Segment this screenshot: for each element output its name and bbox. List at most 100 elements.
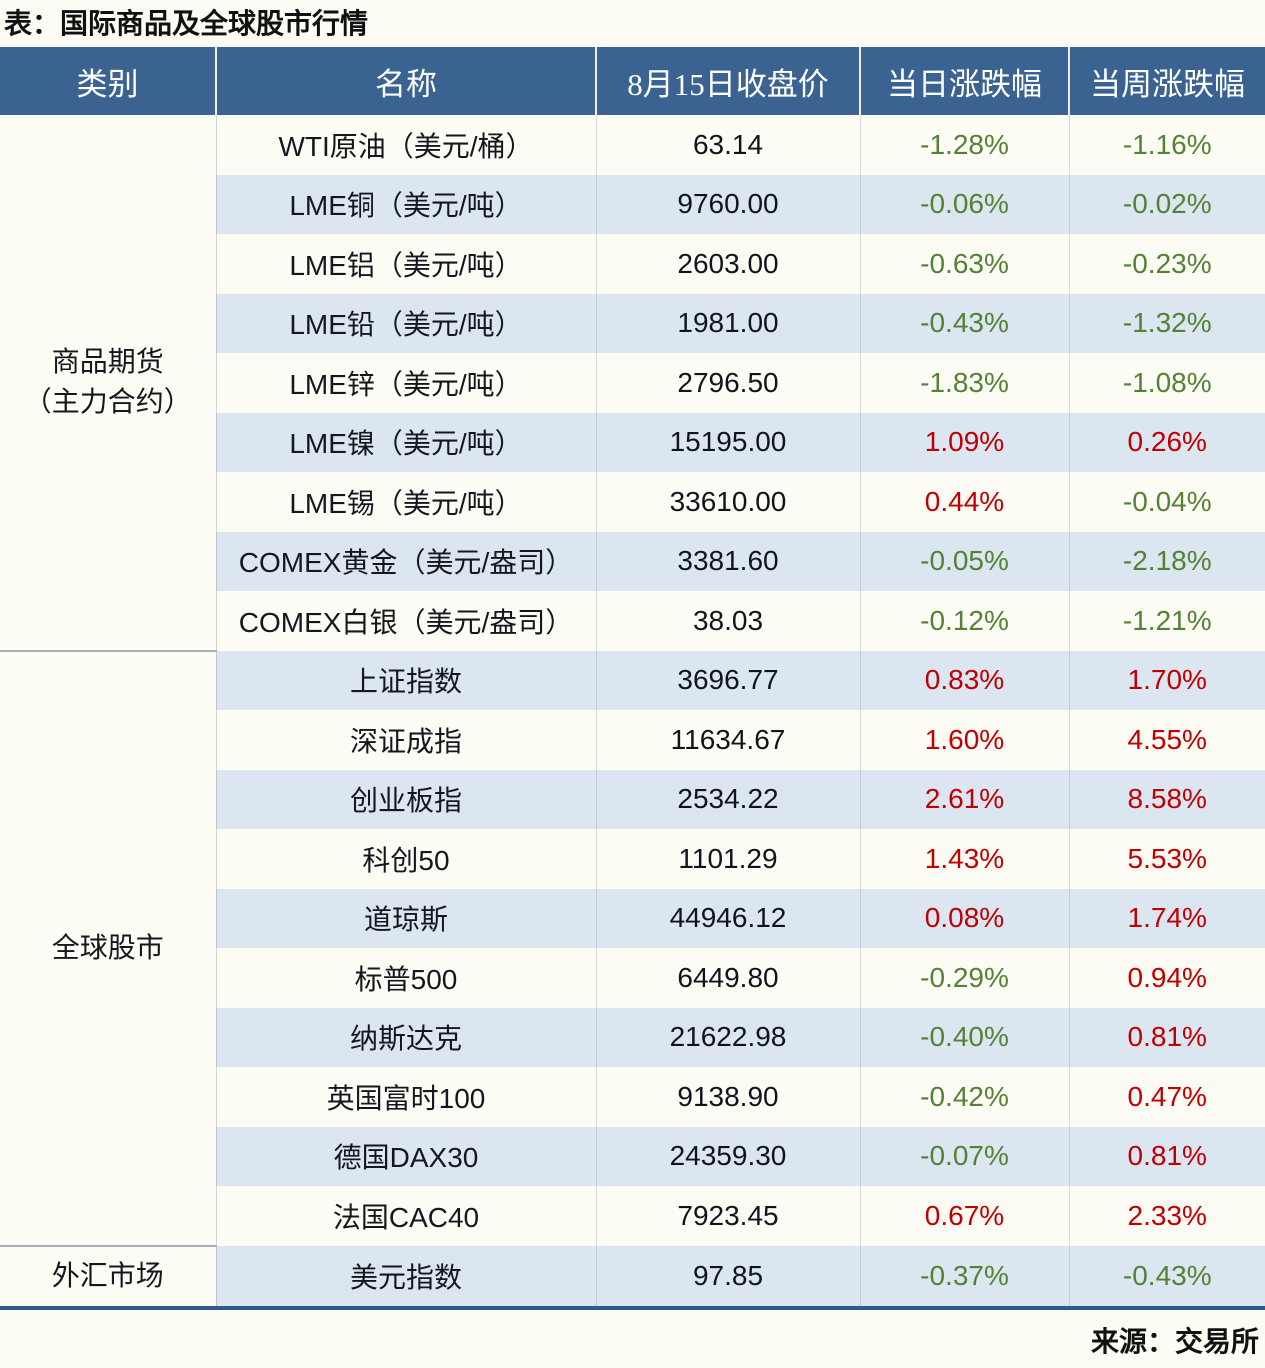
weekly-change-cell: 0.81%: [1069, 1007, 1265, 1067]
name-cell: LME锌（美元/吨）: [216, 353, 597, 413]
daily-change-cell: -0.05%: [860, 531, 1070, 591]
name-cell: 英国富时100: [216, 1067, 597, 1127]
table-row: 科创50 1101.29 1.43% 5.53%: [0, 829, 1265, 889]
table-row: 深证成指 11634.67 1.60% 4.55%: [0, 710, 1265, 770]
name-cell: 科创50: [216, 829, 597, 889]
table-row: 全球股市 上证指数 3696.77 0.83% 1.70%: [0, 649, 1265, 1246]
name-cell: LME铜（美元/吨）: [216, 174, 597, 234]
table-row: COMEX黄金（美元/盎司） 3381.60 -0.05% -2.18%: [0, 531, 1265, 591]
page-title: 表：国际商品及全球股市行情: [4, 8, 369, 39]
close-price-cell: 11634.67: [596, 710, 861, 770]
table-row: LME铝（美元/吨） 2603.00 -0.63% -0.23%: [0, 234, 1265, 294]
name-cell: 纳斯达克: [216, 1007, 597, 1067]
market-table: 类别 名称 8月15日收盘价 当日涨跌幅 当周涨跌幅 商品期货 （主力合约） WTI…: [0, 47, 1265, 1310]
weekly-change-cell: 4.55%: [1069, 710, 1265, 770]
close-price-cell: 63.14: [596, 115, 861, 175]
weekly-change-cell: -0.43%: [1069, 1245, 1265, 1308]
close-price-cell: 1101.29: [596, 829, 861, 889]
name-cell: COMEX白银（美元/盎司）: [216, 591, 597, 651]
daily-change-cell: -1.28%: [860, 115, 1070, 175]
daily-change-cell: -0.43%: [860, 293, 1070, 353]
name-cell: 标普500: [216, 948, 597, 1008]
name-cell: LME锡（美元/吨）: [216, 472, 597, 532]
table-row: LME锌（美元/吨） 2796.50 -1.83% -1.08%: [0, 353, 1265, 413]
weekly-change-cell: -2.18%: [1069, 531, 1265, 591]
daily-change-cell: 1.09%: [860, 412, 1070, 472]
daily-change-cell: -0.12%: [860, 591, 1070, 651]
header-daily-change: 当日涨跌幅: [860, 47, 1070, 115]
close-price-cell: 3696.77: [596, 650, 861, 710]
name-cell: 德国DAX30: [216, 1126, 597, 1186]
category-cell: 全球股市: [0, 649, 217, 1246]
table-row: LME锡（美元/吨） 33610.00 0.44% -0.04%: [0, 472, 1265, 532]
weekly-change-cell: 8.58%: [1069, 769, 1265, 829]
table-row: 德国DAX30 24359.30 -0.07% 0.81%: [0, 1126, 1265, 1186]
daily-change-cell: 2.61%: [860, 769, 1070, 829]
name-cell: COMEX黄金（美元/盎司）: [216, 531, 597, 591]
daily-change-cell: 0.44%: [860, 472, 1070, 532]
category-cell: 商品期货 （主力合约）: [0, 115, 217, 651]
header-row: 类别 名称 8月15日收盘价 当日涨跌幅 当周涨跌幅: [0, 47, 1265, 115]
weekly-change-cell: 0.81%: [1069, 1126, 1265, 1186]
close-price-cell: 2603.00: [596, 234, 861, 294]
daily-change-cell: 0.08%: [860, 888, 1070, 948]
table-row: 创业板指 2534.22 2.61% 8.58%: [0, 769, 1265, 829]
close-price-cell: 44946.12: [596, 888, 861, 948]
weekly-change-cell: 0.26%: [1069, 412, 1265, 472]
weekly-change-cell: -1.08%: [1069, 353, 1265, 413]
category-label: 全球股市: [51, 932, 164, 963]
table-row: 英国富时100 9138.90 -0.42% 0.47%: [0, 1067, 1265, 1127]
close-price-cell: 38.03: [596, 591, 861, 651]
category-cell: 外汇市场: [0, 1244, 217, 1308]
weekly-change-cell: 5.53%: [1069, 829, 1265, 889]
name-cell: LME镍（美元/吨）: [216, 412, 597, 472]
daily-change-cell: -0.63%: [860, 234, 1070, 294]
close-price-cell: 15195.00: [596, 412, 861, 472]
daily-change-cell: -0.29%: [860, 948, 1070, 1008]
name-cell: LME铝（美元/吨）: [216, 234, 597, 294]
close-price-cell: 9138.90: [596, 1067, 861, 1127]
category-label: （主力合约）: [23, 386, 192, 418]
daily-change-cell: -1.83%: [860, 353, 1070, 413]
weekly-change-cell: -1.32%: [1069, 293, 1265, 353]
daily-change-cell: 0.83%: [860, 650, 1070, 710]
weekly-change-cell: 2.33%: [1069, 1186, 1265, 1246]
table-row: 纳斯达克 21622.98 -0.40% 0.81%: [0, 1007, 1265, 1067]
close-price-cell: 97.85: [596, 1245, 861, 1308]
header-close-price: 8月15日收盘价: [596, 47, 861, 115]
close-price-cell: 3381.60: [596, 531, 861, 591]
weekly-change-cell: -1.21%: [1069, 591, 1265, 651]
table-row: LME铜（美元/吨） 9760.00 -0.06% -0.02%: [0, 174, 1265, 234]
weekly-change-cell: 1.74%: [1069, 888, 1265, 948]
name-cell: 道琼斯: [216, 888, 597, 948]
daily-change-cell: -0.37%: [860, 1245, 1070, 1308]
name-cell: 美元指数: [216, 1245, 597, 1308]
market-table-body: 商品期货 （主力合约） WTI原油（美元/桶） 63.14 -1.28% -1.16% LM…: [0, 115, 1265, 1308]
weekly-change-cell: -0.23%: [1069, 234, 1265, 294]
table-row: 法国CAC40 7923.45 0.67% 2.33%: [0, 1186, 1265, 1246]
table-row: 道琼斯 44946.12 0.08% 1.74%: [0, 888, 1265, 948]
name-cell: 深证成指: [216, 710, 597, 770]
weekly-change-cell: -1.16%: [1069, 115, 1265, 175]
close-price-cell: 7923.45: [596, 1186, 861, 1246]
daily-change-cell: -0.40%: [860, 1007, 1070, 1067]
header-name: 名称: [216, 47, 597, 115]
table-row: COMEX白银（美元/盎司） 38.03 -0.12% -1.21%: [0, 591, 1265, 651]
table-row: 标普500 6449.80 -0.29% 0.94%: [0, 948, 1265, 1008]
close-price-cell: 24359.30: [596, 1126, 861, 1186]
daily-change-cell: -0.07%: [860, 1126, 1070, 1186]
daily-change-cell: 1.43%: [860, 829, 1070, 889]
close-price-cell: 6449.80: [596, 948, 861, 1008]
header-weekly-change: 当周涨跌幅: [1069, 47, 1265, 115]
name-cell: LME铅（美元/吨）: [216, 293, 597, 353]
source-note: 来源：交易所: [1090, 1326, 1259, 1357]
table-row: LME镍（美元/吨） 15195.00 1.09% 0.26%: [0, 412, 1265, 472]
daily-change-cell: 1.60%: [860, 710, 1070, 770]
category-label: 外汇市场: [51, 1260, 164, 1292]
close-price-cell: 9760.00: [596, 174, 861, 234]
weekly-change-cell: -0.02%: [1069, 174, 1265, 234]
weekly-change-cell: 0.47%: [1069, 1067, 1265, 1127]
table-row: 商品期货 （主力合约） WTI原油（美元/桶） 63.14 -1.28% -1.16%: [0, 115, 1265, 651]
table-row: 外汇市场 美元指数 97.85 -0.37% -0.43%: [0, 1244, 1265, 1308]
